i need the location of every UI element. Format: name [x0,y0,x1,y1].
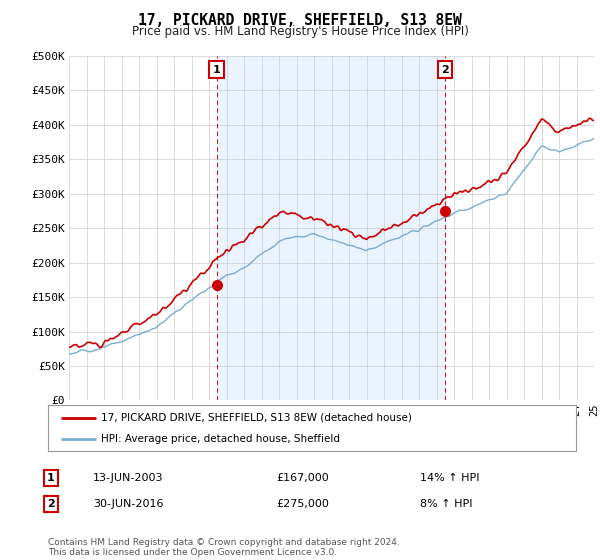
Text: 2: 2 [47,499,55,509]
Text: 30-JUN-2016: 30-JUN-2016 [93,499,163,509]
Bar [217,56,445,400]
Text: HPI: Average price, detached house, Sheffield: HPI: Average price, detached house, Shef… [101,435,340,444]
Text: £275,000: £275,000 [276,499,329,509]
Text: 1: 1 [213,65,221,75]
Text: 2: 2 [441,65,449,75]
Text: 17, PICKARD DRIVE, SHEFFIELD, S13 8EW: 17, PICKARD DRIVE, SHEFFIELD, S13 8EW [138,13,462,28]
Text: 1: 1 [47,473,55,483]
Text: £167,000: £167,000 [276,473,329,483]
Text: 13-JUN-2003: 13-JUN-2003 [93,473,163,483]
Text: Price paid vs. HM Land Registry's House Price Index (HPI): Price paid vs. HM Land Registry's House … [131,25,469,38]
Text: 8% ↑ HPI: 8% ↑ HPI [420,499,473,509]
Text: 14% ↑ HPI: 14% ↑ HPI [420,473,479,483]
Text: Contains HM Land Registry data © Crown copyright and database right 2024.
This d: Contains HM Land Registry data © Crown c… [48,538,400,557]
Text: 17, PICKARD DRIVE, SHEFFIELD, S13 8EW (detached house): 17, PICKARD DRIVE, SHEFFIELD, S13 8EW (d… [101,413,412,423]
